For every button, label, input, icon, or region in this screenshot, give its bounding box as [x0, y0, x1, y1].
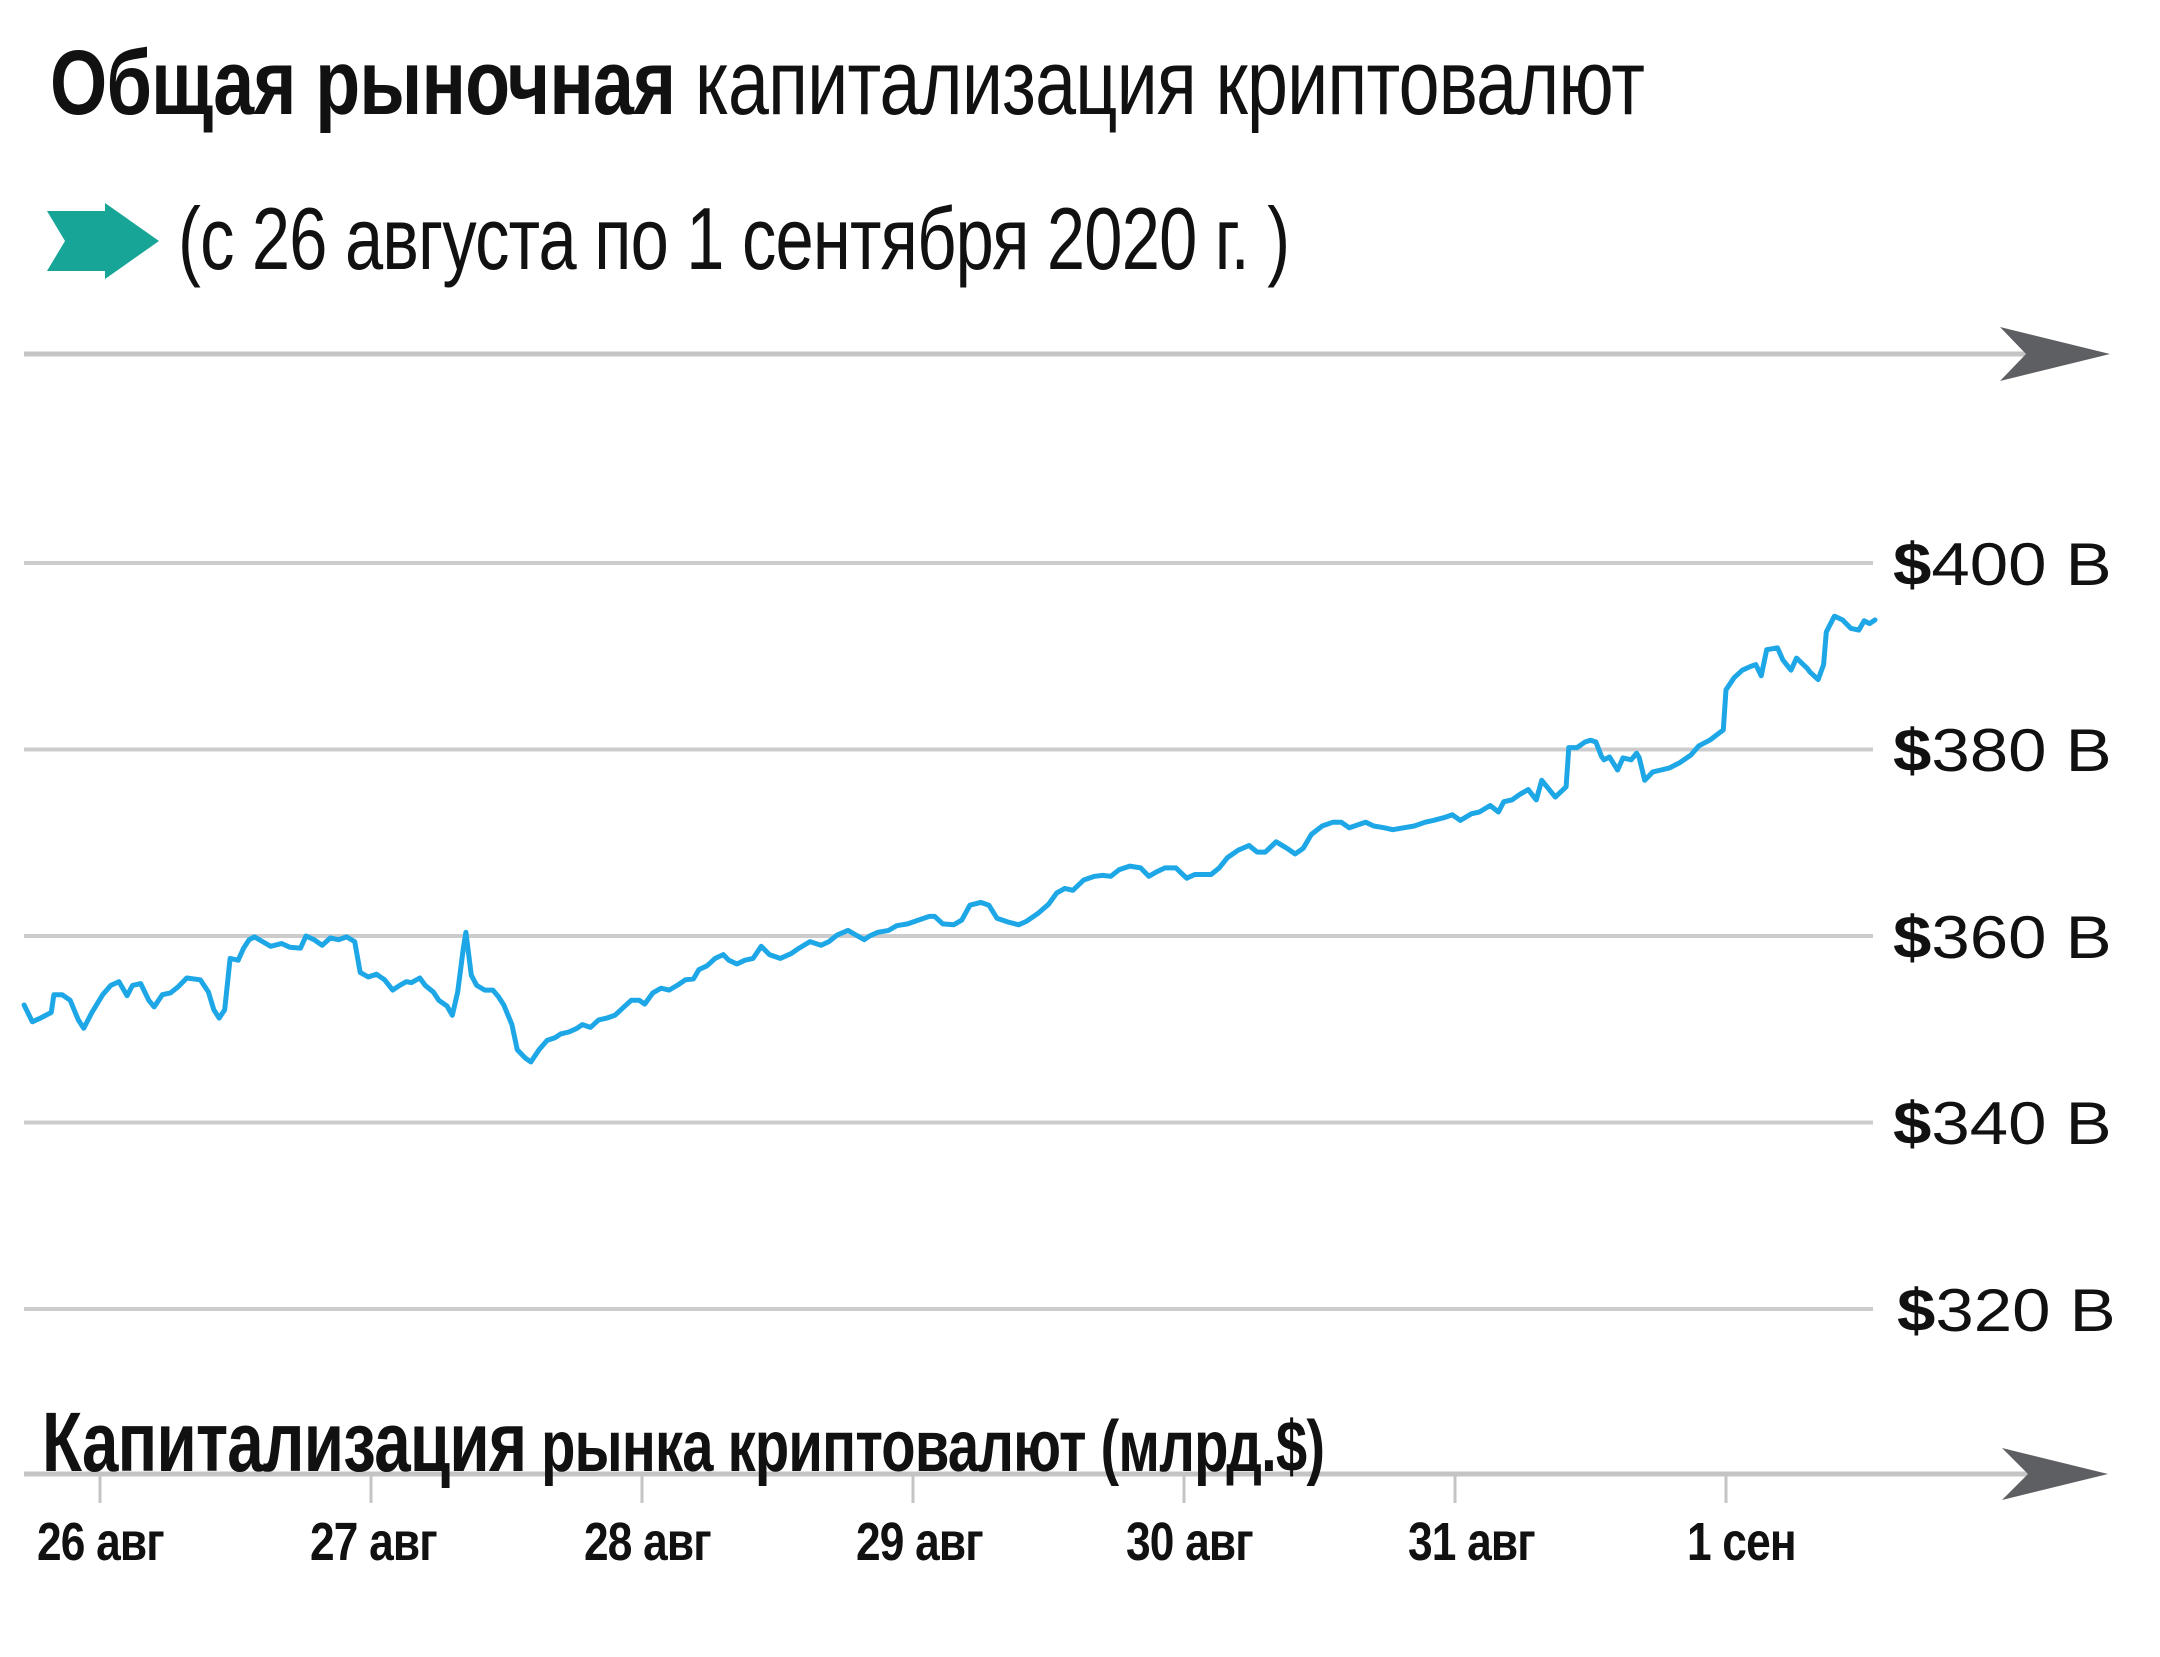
arrow-right-icon: [47, 203, 159, 279]
chart-subtitle: (с 26 августа по 1 сентября 2020 г. ): [178, 189, 1290, 288]
x-axis-arrow-icon: [2002, 1448, 2108, 1500]
x-label-29-aug: 29 авг: [856, 1512, 984, 1572]
chart-title-regular: капитализация криптовалют: [675, 32, 1645, 134]
y-label-380: $380 B: [1893, 717, 2112, 784]
arrow-head-icon: [2000, 327, 2110, 381]
axis-title-bold: Капитализация: [42, 1395, 527, 1489]
y-label-400: $400 B: [1893, 531, 2112, 598]
x-label-26-aug: 26 авг: [37, 1512, 165, 1572]
x-label-30-aug: 30 авг: [1126, 1512, 1254, 1572]
x-label-1-sep: 1 сен: [1687, 1512, 1797, 1572]
chart-title-bold: Общая рыночная: [50, 32, 676, 134]
chart-title: Общая рыночная капитализация криптовалют: [50, 28, 1645, 138]
top-divider-arrow: [24, 327, 2110, 381]
y-label-320: $320 B: [1897, 1277, 2116, 1344]
x-ticks: [98, 1474, 1728, 1503]
axis-title: Капитализация рынка криптовалют (млрд.$): [42, 1392, 1325, 1497]
axis-title-regular: рынка криптовалют (млрд.$): [526, 1407, 1325, 1487]
x-label-28-aug: 28 авг: [584, 1512, 712, 1572]
y-label-340: $340 B: [1893, 1090, 2112, 1157]
y-label-360: $360 B: [1893, 904, 2112, 971]
x-label-27-aug: 27 авг: [310, 1512, 438, 1572]
x-label-31-aug: 31 авг: [1408, 1512, 1536, 1572]
gridlines: [24, 561, 1873, 1311]
market-cap-line: [21, 613, 1878, 1065]
x-axis: [24, 1448, 2108, 1503]
